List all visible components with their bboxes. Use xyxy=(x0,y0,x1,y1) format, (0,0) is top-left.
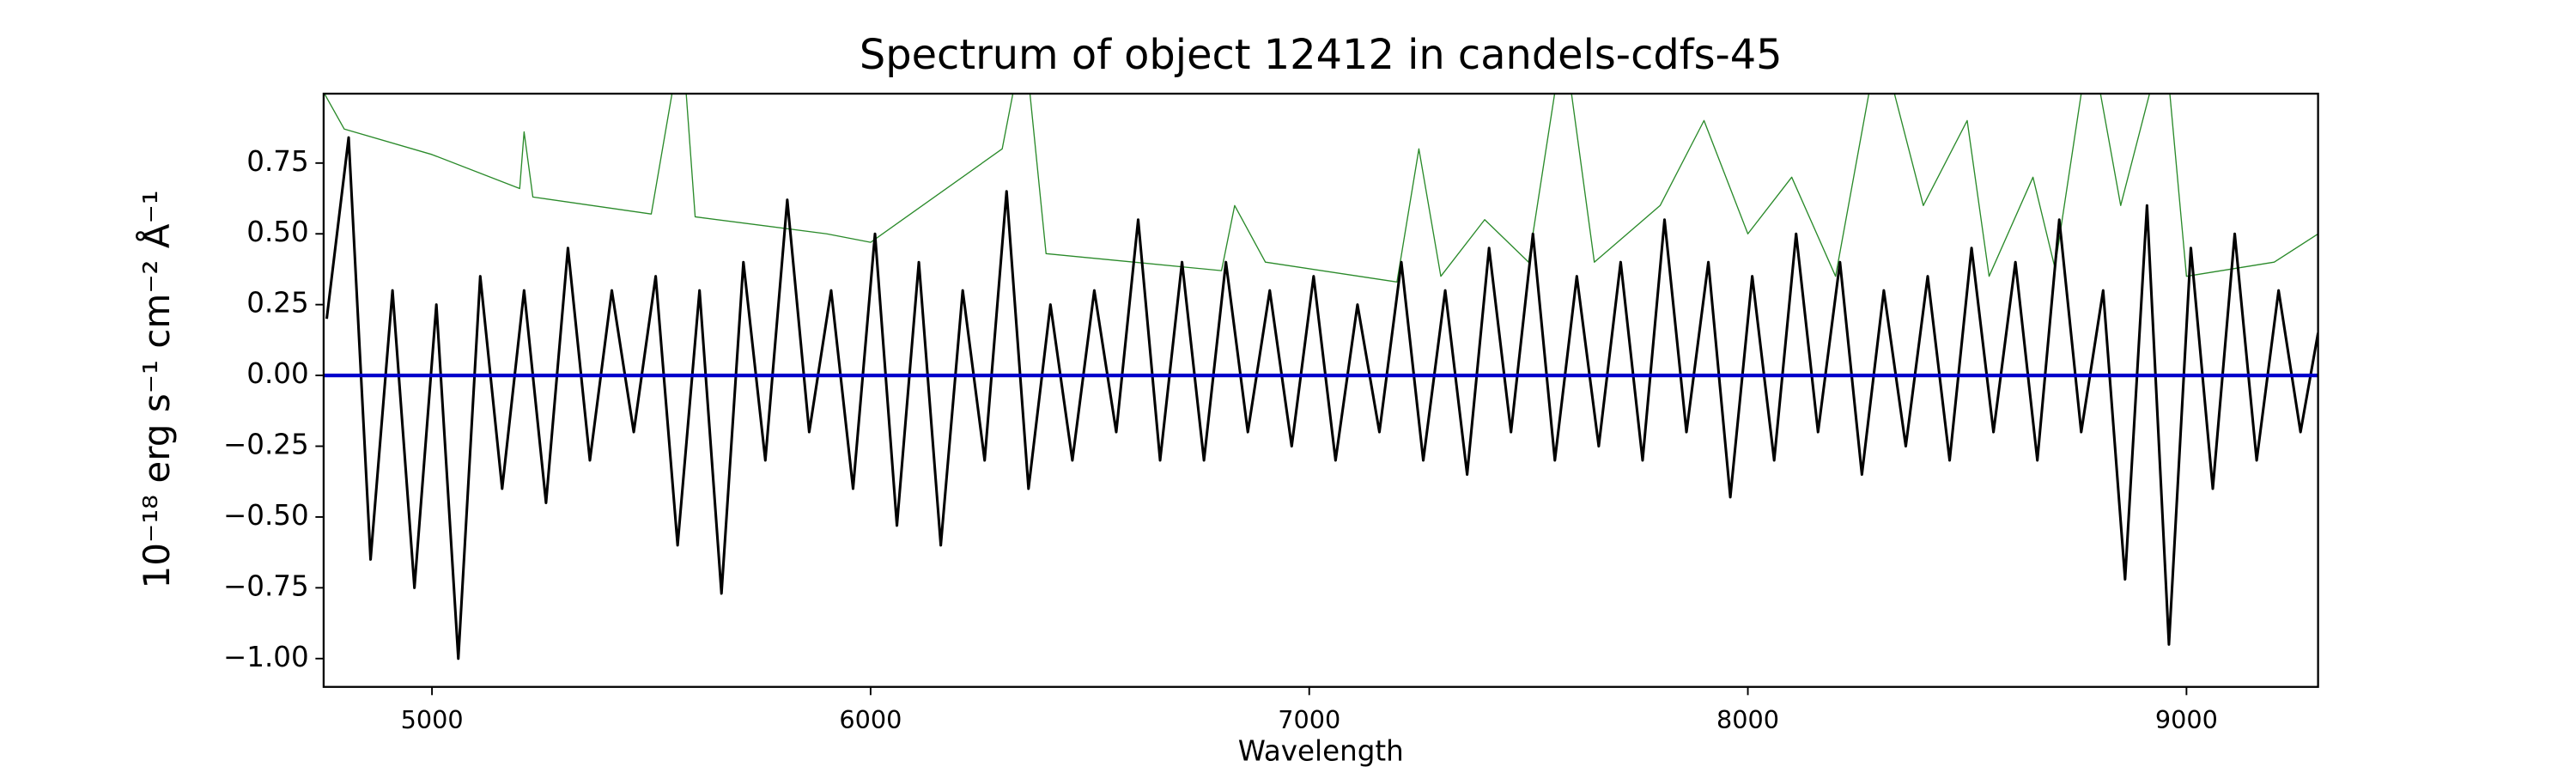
y-tick-label: −1.00 xyxy=(223,641,309,673)
x-axis-label: Wavelength xyxy=(1238,734,1404,767)
y-tick-label: −0.25 xyxy=(223,429,309,461)
x-tick-label: 7000 xyxy=(1278,705,1340,734)
chart-title: Spectrum of object 12412 in candels-cdfs… xyxy=(860,32,1783,79)
x-tick-label: 8000 xyxy=(1716,705,1779,734)
plot-area xyxy=(323,94,2318,660)
x-tick-label: 5000 xyxy=(401,705,464,734)
y-tick-label: −0.50 xyxy=(223,499,309,532)
y-tick-label: 0.00 xyxy=(246,357,308,390)
y-tick-label: 0.25 xyxy=(246,287,308,320)
axes-frame xyxy=(322,92,2319,688)
series-line xyxy=(325,136,2318,660)
x-tick-label: 6000 xyxy=(839,705,902,734)
y-tick-label: −0.75 xyxy=(223,569,309,602)
x-tick-label: 9000 xyxy=(2155,705,2218,734)
y-tick-label: 0.75 xyxy=(246,145,308,178)
series-line xyxy=(324,94,2318,283)
y-axis-label: 10⁻¹⁸ erg s⁻¹ cm⁻² Å⁻¹ xyxy=(135,190,178,588)
y-tick-label: 0.50 xyxy=(246,216,308,248)
